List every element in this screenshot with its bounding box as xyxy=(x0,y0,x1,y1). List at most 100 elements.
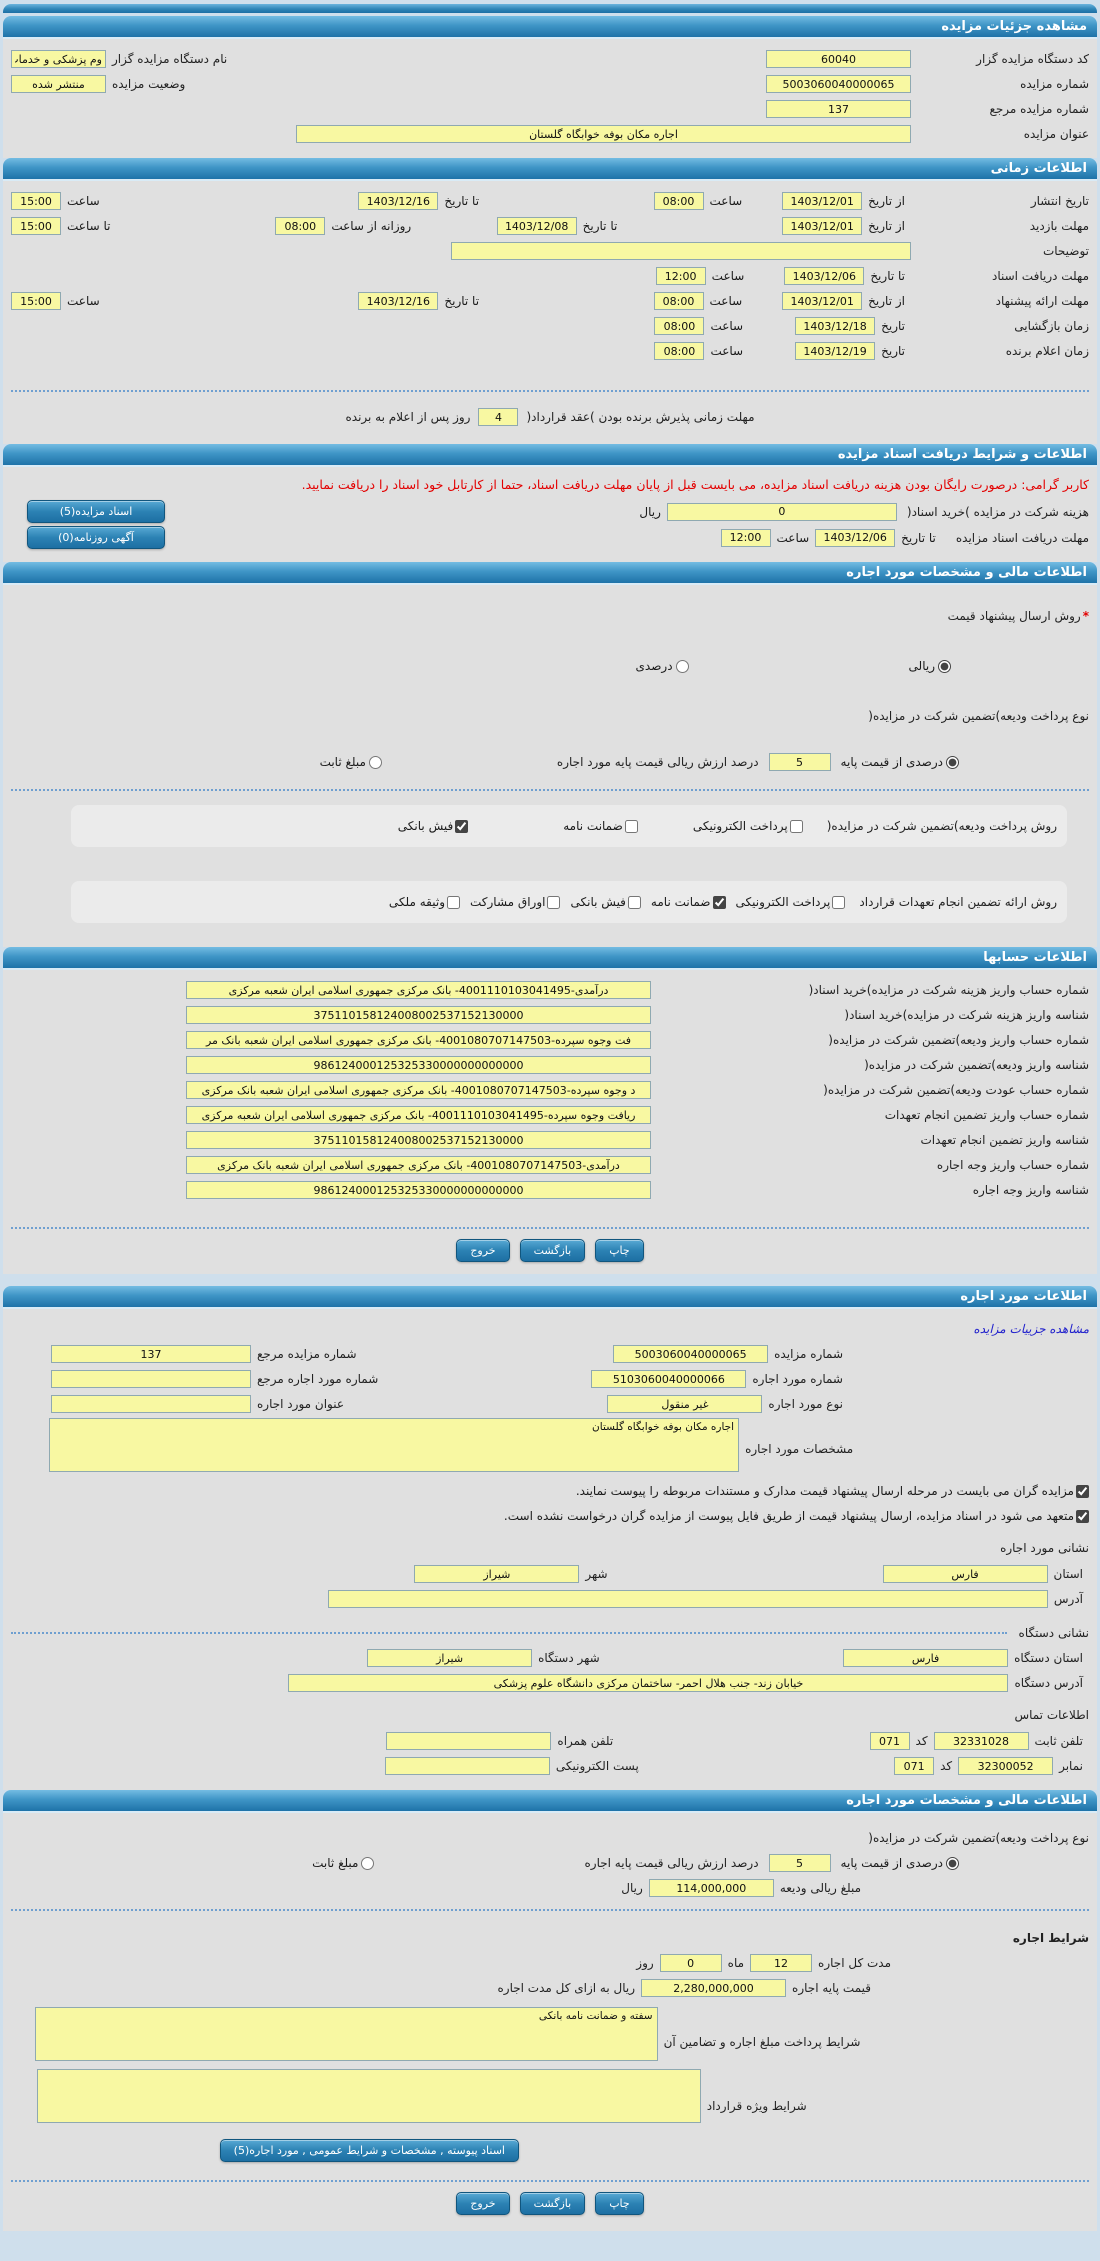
account-row-field[interactable] xyxy=(186,1181,651,1199)
deposit-bankslip-option[interactable]: فیش بانکی xyxy=(398,819,469,833)
visit-daily-to-time[interactable] xyxy=(11,217,61,235)
account-row-field[interactable] xyxy=(186,1056,651,1074)
publish-from-time[interactable] xyxy=(653,192,704,210)
deposit-epay-checkbox[interactable] xyxy=(789,819,803,833)
offer-from-time[interactable] xyxy=(653,292,704,310)
deposit-amount-field[interactable] xyxy=(648,1879,774,1897)
winner-accept-days[interactable] xyxy=(478,408,519,426)
deposit-epay-option[interactable]: پرداخت الکترونیکی xyxy=(693,819,803,833)
fixed-amount-option[interactable]: مبلغ ثابت xyxy=(312,1856,375,1870)
deposit-bankslip-checkbox[interactable] xyxy=(455,819,469,833)
phone-code-field[interactable] xyxy=(869,1732,910,1750)
exit-button[interactable]: خروج xyxy=(456,2192,510,2215)
org-city-field[interactable] xyxy=(367,1649,533,1667)
auction-ref-field[interactable] xyxy=(766,100,911,118)
winner-announce-date[interactable] xyxy=(795,342,876,360)
item-title-field[interactable] xyxy=(51,1395,251,1413)
org-address-field[interactable] xyxy=(288,1674,1009,1692)
percent-of-base-option[interactable]: درصدی از قیمت پایه xyxy=(841,1856,959,1870)
percent-option[interactable]: درصدی xyxy=(636,659,689,673)
percent-of-base-radio[interactable] xyxy=(946,1856,959,1870)
duration-months-field[interactable] xyxy=(750,1954,813,1972)
docs-deadline-time[interactable] xyxy=(655,267,706,285)
special-terms-textarea[interactable] xyxy=(36,2069,701,2123)
description-field[interactable] xyxy=(451,242,911,260)
percent-radio[interactable] xyxy=(675,659,689,673)
contract-bonds-checkbox[interactable] xyxy=(547,895,561,909)
publish-to-date[interactable] xyxy=(358,192,439,210)
percent-of-base-radio[interactable] xyxy=(946,755,959,769)
participation-fee-field[interactable] xyxy=(666,502,897,521)
visit-to-date[interactable] xyxy=(496,217,577,235)
account-row-field[interactable] xyxy=(186,981,651,999)
contract-epay-option[interactable]: پرداخت الکترونیکی xyxy=(736,895,846,909)
rial-option[interactable]: ریالی xyxy=(909,659,951,673)
base-percent-field[interactable] xyxy=(768,1854,831,1872)
contract-guarantee-option[interactable]: ضمانت نامه xyxy=(651,895,726,909)
org-name-field[interactable] xyxy=(11,50,106,68)
publish-to-time[interactable] xyxy=(11,192,61,210)
account-row-field[interactable] xyxy=(186,1006,651,1024)
percent-of-base-option[interactable]: درصدی از قیمت پایه xyxy=(841,755,959,769)
item-number-field[interactable] xyxy=(591,1370,747,1388)
fax-field[interactable] xyxy=(958,1757,1054,1775)
opening-time[interactable] xyxy=(654,317,705,335)
item-specs-textarea[interactable]: اجاره مکان بوفه خوابگاه گلستان xyxy=(49,1418,740,1472)
rial-radio[interactable] xyxy=(938,659,951,673)
attach-required-checkbox[interactable] xyxy=(1076,1484,1089,1498)
no-file-request-option[interactable]: متعهد می شود در اسناد مزایده، ارسال پیشن… xyxy=(504,1509,1089,1523)
docs-deadline-date[interactable] xyxy=(784,267,865,285)
deposit-guarantee-checkbox[interactable] xyxy=(624,819,638,833)
duration-days-field[interactable] xyxy=(659,1954,722,1972)
offer-from-date[interactable] xyxy=(782,292,863,310)
attachments-button[interactable]: اسناد پیوسته , مشخصات و شرایط عمومی , مو… xyxy=(219,2139,519,2162)
contract-bankslip-option[interactable]: فیش بانکی xyxy=(570,895,641,909)
doc-receipt-deadline-time[interactable] xyxy=(720,528,771,547)
auction-code-field[interactable] xyxy=(766,50,911,68)
attach-required-option[interactable]: مزایده گران می بایست در مرحله ارسال پیشن… xyxy=(576,1484,1089,1498)
contract-guarantee-checkbox[interactable] xyxy=(712,895,726,909)
opening-date[interactable] xyxy=(795,317,876,335)
base-price-field[interactable] xyxy=(641,1979,787,1997)
auction-docs-button[interactable]: اسناد مزایده(5) xyxy=(27,500,165,523)
fixed-amount-option[interactable]: مبلغ ثابت xyxy=(320,755,382,769)
back-button[interactable]: بازگشت xyxy=(519,1239,586,1262)
fax-code-field[interactable] xyxy=(894,1757,935,1775)
auction-title-field[interactable] xyxy=(296,125,911,143)
newspaper-ad-button[interactable]: آگهی روزنامه(0) xyxy=(27,526,165,549)
no-file-request-checkbox[interactable] xyxy=(1076,1509,1089,1523)
account-row-field[interactable] xyxy=(186,1031,651,1049)
province-field[interactable] xyxy=(882,1565,1048,1583)
offer-to-time[interactable] xyxy=(11,292,61,310)
contract-property-option[interactable]: وثیقه ملکی xyxy=(389,895,461,909)
org-province-field[interactable] xyxy=(843,1649,1009,1667)
mobile-field[interactable] xyxy=(386,1732,552,1750)
account-row-field[interactable] xyxy=(186,1131,651,1149)
auction-ref-field[interactable] xyxy=(51,1345,251,1363)
account-row-field[interactable] xyxy=(186,1156,651,1174)
offer-to-date[interactable] xyxy=(358,292,439,310)
print-button[interactable]: چاپ xyxy=(595,1239,644,1262)
account-row-field[interactable] xyxy=(186,1081,651,1099)
fixed-amount-radio[interactable] xyxy=(368,755,382,769)
back-button[interactable]: بازگشت xyxy=(519,2192,586,2215)
contract-bonds-option[interactable]: اوراق مشارکت xyxy=(470,895,561,909)
publish-from-date[interactable] xyxy=(782,192,863,210)
auction-number-field[interactable] xyxy=(766,75,911,93)
auction-number-field[interactable] xyxy=(613,1345,769,1363)
visit-daily-from-time[interactable] xyxy=(275,217,326,235)
winner-announce-time[interactable] xyxy=(654,342,705,360)
city-field[interactable] xyxy=(414,1565,580,1583)
payment-terms-textarea[interactable]: سفته و ضمانت نامه بانکی xyxy=(35,2007,658,2061)
contract-bankslip-checkbox[interactable] xyxy=(627,895,641,909)
email-field[interactable] xyxy=(384,1757,550,1775)
auction-status-field[interactable] xyxy=(11,75,106,93)
print-button[interactable]: چاپ xyxy=(595,2192,644,2215)
view-auction-details-link[interactable]: مشاهده جزییات مزایده xyxy=(973,1322,1089,1336)
contract-property-checkbox[interactable] xyxy=(447,895,461,909)
phone-field[interactable] xyxy=(933,1732,1029,1750)
fixed-amount-radio[interactable] xyxy=(361,1856,375,1870)
exit-button[interactable]: خروج xyxy=(456,1239,510,1262)
contract-epay-checkbox[interactable] xyxy=(832,895,846,909)
account-row-field[interactable] xyxy=(186,1106,651,1124)
